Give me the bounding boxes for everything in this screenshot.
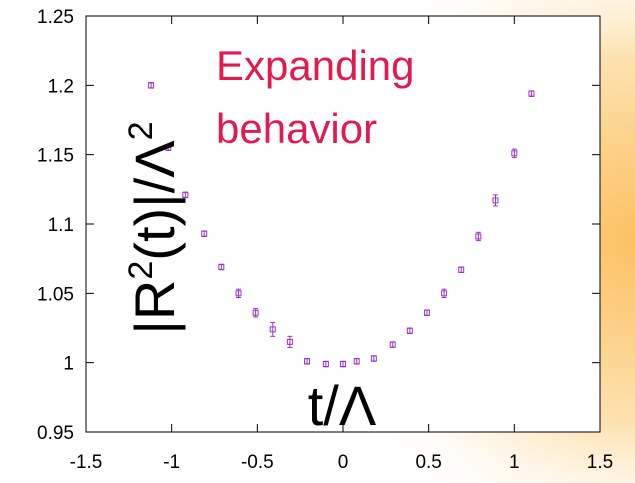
- data-point: [340, 360, 346, 368]
- point-marker: [252, 309, 259, 316]
- x-tick-label: 0: [338, 452, 349, 473]
- y-tick-label: 1.1: [48, 215, 74, 236]
- data-point: [528, 90, 535, 97]
- data-point: [389, 341, 396, 348]
- point-marker: [304, 358, 311, 365]
- data-point: [441, 288, 448, 298]
- x-tick-label: 0.5: [415, 452, 441, 473]
- y-tick-label: 1: [63, 354, 74, 375]
- x-tick-label: 1: [509, 452, 520, 473]
- x-tick-label: -1: [163, 452, 180, 473]
- point-marker: [218, 263, 225, 270]
- point-marker: [340, 361, 346, 368]
- point-marker: [406, 327, 413, 334]
- point-marker: [182, 191, 189, 198]
- data-point: [286, 335, 293, 348]
- point-marker: [475, 233, 482, 240]
- data-point: [353, 358, 360, 365]
- data-point: [406, 327, 413, 335]
- data-point: [370, 355, 377, 362]
- data-point: [492, 194, 499, 207]
- x-tick-label: -0.5: [241, 452, 274, 473]
- y-tick-label: 1.05: [37, 284, 74, 305]
- y-tick-label: 1.25: [37, 7, 74, 28]
- data-point: [201, 230, 208, 237]
- point-marker: [201, 230, 208, 237]
- point-marker: [322, 361, 329, 368]
- x-axis-label: t/Λ: [308, 374, 377, 437]
- data-point: [182, 191, 189, 199]
- data-point: [252, 308, 259, 318]
- data-point: [304, 358, 311, 365]
- point-marker: [269, 326, 276, 333]
- data-point: [458, 266, 465, 274]
- x-tick-label: 1.5: [587, 452, 613, 473]
- point-marker: [423, 309, 430, 316]
- point-marker: [389, 341, 396, 348]
- y-tick-label: 0.95: [37, 423, 74, 444]
- data-point: [235, 288, 242, 298]
- y-axis-label: |R2(t)|/Λ2: [122, 121, 186, 334]
- data-series: [148, 82, 535, 368]
- data-point: [322, 360, 329, 368]
- y-tick-label: 1.15: [37, 146, 74, 167]
- point-marker: [458, 266, 465, 273]
- point-marker: [165, 144, 172, 151]
- point-marker: [370, 355, 377, 362]
- point-marker: [492, 197, 499, 204]
- data-point: [423, 309, 430, 317]
- data-point: [511, 148, 518, 158]
- y-axis: 0.95 1 1.05 1.1 1.15 1.2 1.25: [37, 7, 600, 444]
- data-point: [269, 321, 276, 337]
- point-marker: [353, 358, 360, 365]
- data-point: [475, 231, 482, 242]
- y-tick-label: 1.2: [48, 76, 74, 97]
- point-marker: [148, 82, 155, 89]
- annotation-line-1: Expanding: [216, 42, 415, 89]
- data-point: [218, 263, 225, 271]
- data-point: [148, 82, 155, 89]
- point-marker: [528, 90, 535, 97]
- point-marker: [286, 338, 293, 345]
- annotation-line-2: behavior: [216, 105, 377, 152]
- point-marker: [441, 290, 448, 297]
- point-marker: [235, 290, 242, 297]
- point-marker: [511, 150, 518, 157]
- x-tick-label: -1.5: [70, 452, 103, 473]
- data-point: [165, 144, 172, 152]
- x-axis: -1.5 -1 -0.5 0 0.5 1 1.5: [70, 16, 613, 473]
